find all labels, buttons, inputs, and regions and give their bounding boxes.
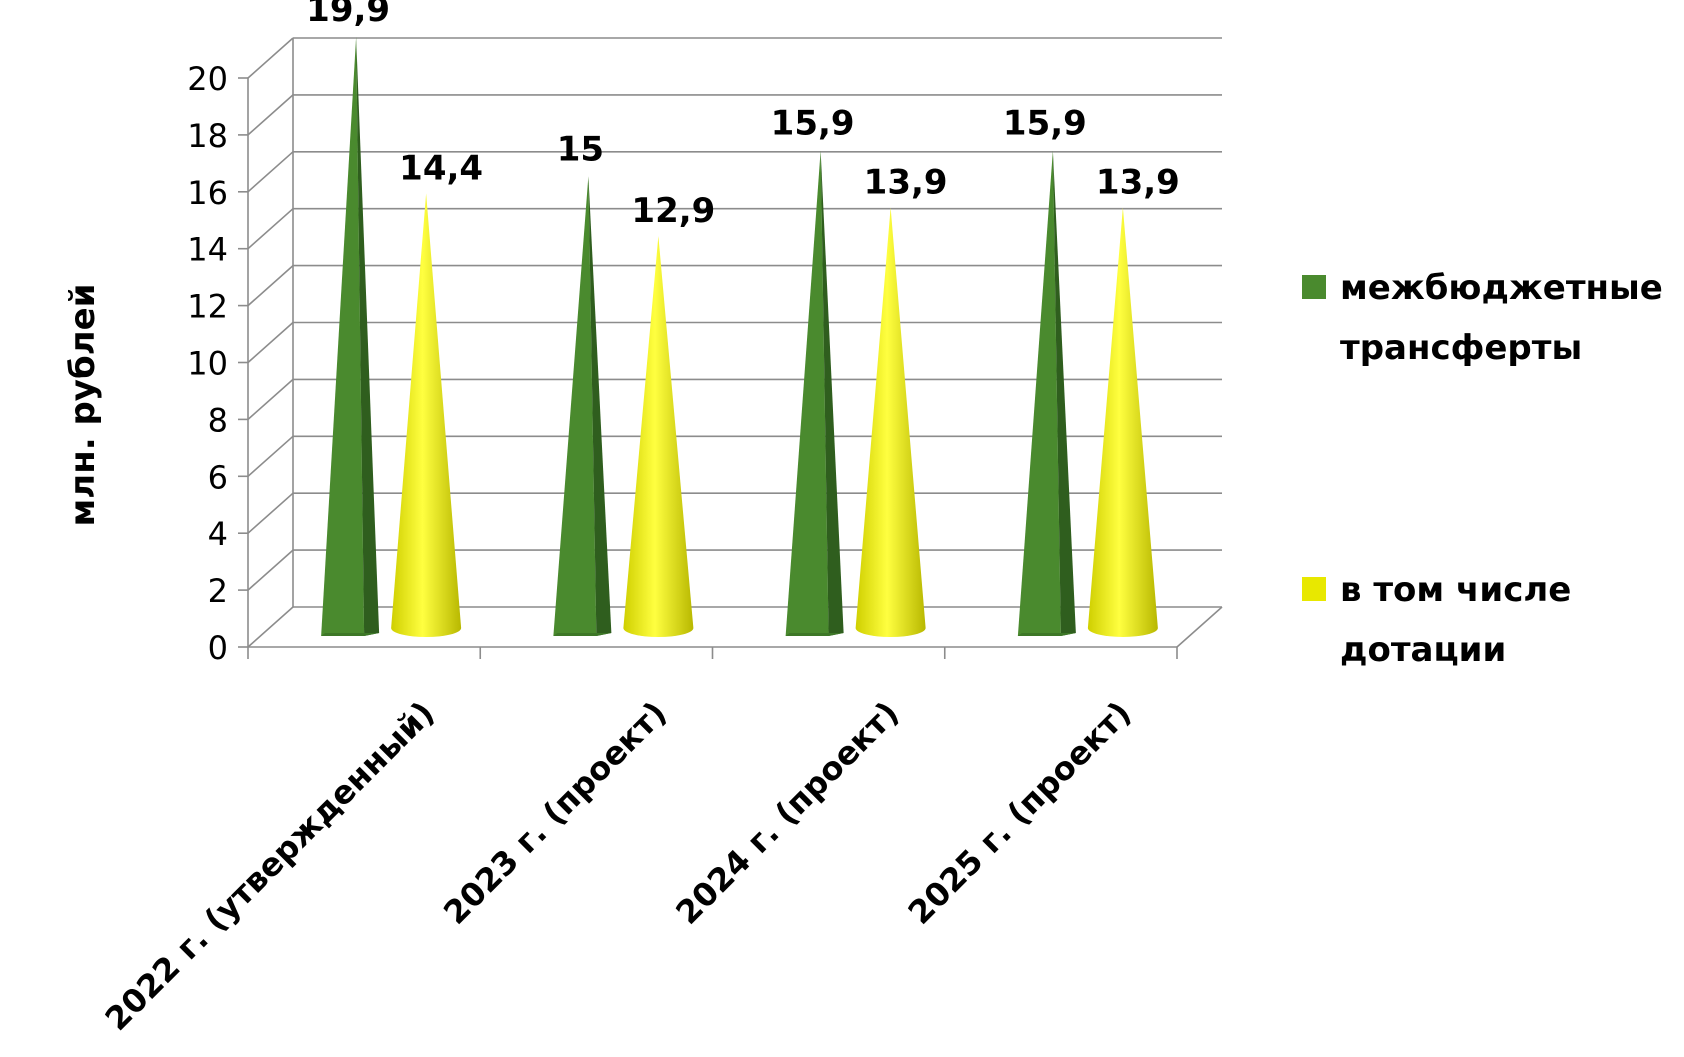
side-gridline: [247, 321, 294, 364]
cone-base: [553, 633, 612, 636]
y-tick-label: 16: [187, 174, 228, 212]
cone-base: [1017, 633, 1076, 636]
y-tick-label: 4: [208, 515, 228, 553]
cone-face-side: [820, 150, 844, 636]
cone-bar: [553, 176, 612, 636]
y-tick-label: 20: [187, 60, 228, 98]
cone-face-front: [1017, 150, 1061, 636]
cone-body: [623, 235, 694, 637]
cone-bar: [623, 235, 694, 637]
y-tick-label: 10: [187, 345, 228, 383]
legend-label: трансферты: [1340, 328, 1582, 368]
x-category-label: 2025 г. (проект): [901, 694, 1139, 932]
y-tick-label: 8: [208, 401, 228, 439]
cone-face-front: [785, 150, 829, 636]
legend-label: в том числе: [1340, 570, 1571, 610]
cone-body: [1087, 207, 1158, 637]
x-category-labels: 2022 г. (утвержденный)2023 г. (проект)20…: [98, 694, 1139, 1038]
legend: межбюджетные трансферты в том числе дотации: [1302, 268, 1663, 670]
legend-label: межбюджетные: [1340, 268, 1663, 308]
y-tick-labels: 0 2 4 6 8 10 12 14 16 18 20: [187, 60, 228, 667]
data-label: 15,9: [771, 104, 855, 144]
y-tick-label: 12: [187, 288, 228, 326]
floor-edge: [1176, 606, 1223, 648]
cones: [321, 36, 1158, 638]
side-gridline: [247, 37, 294, 79]
data-label: 15: [557, 129, 604, 169]
data-label: 13,9: [1096, 163, 1180, 203]
legend-swatch: [1302, 577, 1326, 601]
cone-face-front: [553, 176, 597, 636]
x-category-label: 2022 г. (утвержденный): [98, 694, 442, 1038]
side-gridline: [247, 492, 294, 534]
side-gridline: [247, 94, 294, 136]
side-gridline: [247, 435, 294, 477]
x-category-label: 2024 г. (проект): [668, 694, 906, 932]
side-gridline: [247, 549, 294, 591]
legend-item: в том числе дотации: [1302, 570, 1571, 670]
y-tick-label: 14: [187, 231, 228, 269]
data-label: 13,9: [864, 163, 948, 203]
cone-bar: [785, 150, 844, 636]
axes: [238, 38, 1223, 659]
cone-face-side: [588, 176, 612, 636]
y-tick-label: 6: [208, 458, 228, 496]
x-category-label: 2023 г. (проект): [436, 694, 674, 932]
gridlines: [247, 37, 1222, 648]
y-tick-label: 18: [187, 117, 228, 155]
y-tick-label: 0: [208, 629, 228, 667]
side-gridline: [247, 606, 294, 648]
legend-label: дотации: [1340, 630, 1506, 670]
data-label: 12,9: [631, 191, 715, 231]
side-gridline: [247, 151, 294, 193]
side-gridline: [247, 208, 294, 250]
legend-swatch: [1302, 275, 1326, 299]
data-label: 19,9: [306, 0, 390, 30]
cone-face-side: [1052, 150, 1076, 636]
side-gridline: [247, 378, 294, 420]
cone-base: [785, 633, 844, 636]
y-tick-label: 2: [208, 572, 228, 610]
data-label: 14,4: [399, 148, 483, 188]
data-label: 15,9: [1003, 104, 1087, 144]
legend-item: межбюджетные трансферты: [1302, 268, 1663, 368]
cone-bar: [391, 193, 462, 637]
cone-body: [855, 207, 926, 638]
cone-bar: [855, 207, 926, 638]
cone-bar: [1087, 207, 1158, 637]
cone-base: [321, 633, 380, 636]
cone-bar: [321, 36, 380, 637]
side-gridline: [247, 265, 294, 307]
cone-bar: [1017, 150, 1076, 636]
cone-face-front: [321, 36, 365, 637]
cone-face-side: [356, 36, 380, 637]
cone-body: [391, 193, 462, 637]
y-axis-title: млн. рублей: [63, 284, 103, 527]
